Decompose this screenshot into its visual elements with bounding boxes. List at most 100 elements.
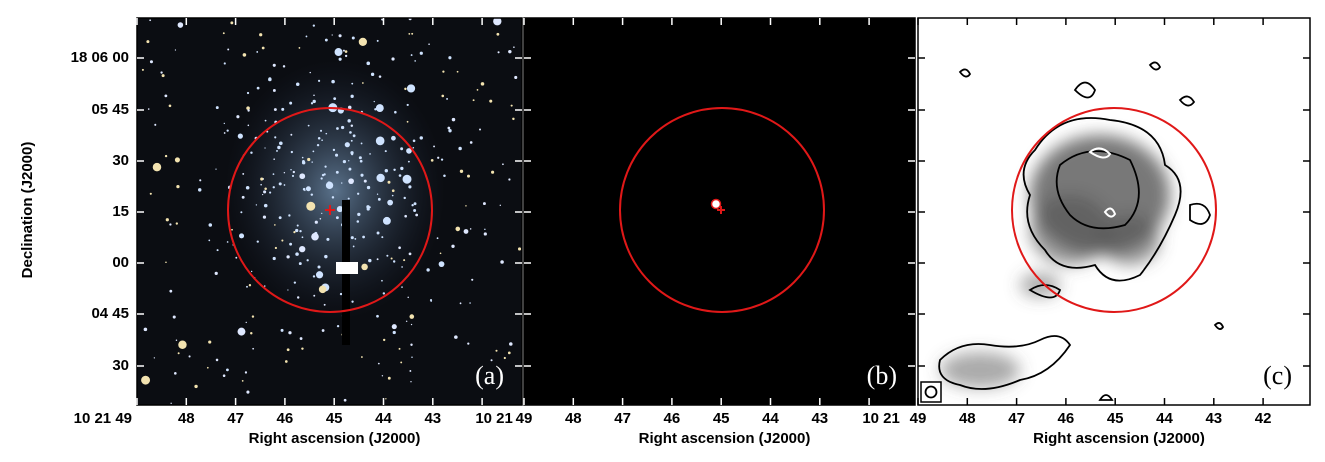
star — [509, 342, 513, 346]
star — [323, 303, 326, 306]
star — [479, 128, 482, 131]
star — [273, 108, 277, 112]
star — [410, 343, 413, 346]
star — [277, 145, 281, 150]
star — [348, 160, 350, 162]
star — [307, 124, 310, 127]
panel-label: (b) — [867, 361, 897, 390]
star — [348, 167, 352, 171]
star — [247, 124, 250, 127]
star — [419, 136, 423, 140]
x-tick-label: 47 — [614, 410, 631, 427]
x-tick-label: 10 21 — [862, 410, 900, 427]
star — [499, 204, 501, 207]
star — [350, 153, 354, 156]
star — [324, 165, 327, 168]
star — [177, 22, 184, 28]
star — [226, 241, 229, 243]
y-tick-label: 30 — [112, 152, 129, 169]
star — [349, 131, 352, 134]
star — [352, 134, 356, 138]
star — [332, 148, 336, 152]
star — [351, 82, 354, 85]
star — [282, 65, 286, 68]
star — [384, 169, 388, 173]
star — [392, 330, 396, 335]
star — [299, 173, 306, 180]
x-tick-label: 49 — [516, 410, 533, 427]
star — [411, 356, 413, 358]
star — [408, 185, 412, 189]
y-axis-title: Declination (J2000) — [19, 142, 36, 279]
star — [407, 296, 409, 299]
star — [496, 32, 500, 36]
star — [407, 160, 410, 163]
star — [361, 263, 368, 271]
star — [152, 162, 162, 172]
star — [357, 212, 361, 217]
star — [309, 71, 311, 74]
star — [250, 270, 253, 273]
star — [409, 314, 415, 319]
star — [299, 337, 303, 340]
star — [319, 217, 322, 220]
star — [206, 366, 209, 369]
star — [278, 182, 282, 186]
star — [331, 196, 335, 199]
star — [495, 349, 498, 352]
star — [400, 166, 404, 171]
star — [490, 359, 493, 362]
star — [325, 132, 328, 135]
star — [404, 214, 407, 218]
star — [272, 186, 275, 189]
star — [164, 94, 168, 98]
star — [491, 170, 495, 174]
star — [340, 125, 345, 130]
star — [406, 120, 409, 123]
star — [174, 49, 177, 51]
star — [513, 46, 515, 48]
y-tick-label: 04 45 — [91, 305, 129, 322]
star — [198, 188, 202, 192]
star — [222, 374, 226, 377]
star — [194, 384, 198, 389]
star — [291, 174, 295, 178]
star — [438, 261, 445, 268]
star — [154, 123, 157, 126]
star — [502, 163, 504, 166]
star — [302, 187, 306, 191]
star — [165, 261, 167, 264]
star — [215, 358, 219, 362]
star — [356, 220, 360, 223]
star — [290, 150, 294, 154]
star — [272, 89, 276, 92]
star — [442, 70, 445, 73]
beam-box — [920, 381, 942, 403]
star — [350, 94, 354, 98]
star — [376, 173, 385, 183]
star — [313, 94, 315, 97]
star — [245, 185, 250, 190]
star — [410, 381, 412, 383]
star — [409, 370, 412, 372]
star — [146, 40, 150, 44]
y-tick-label: 15 — [112, 203, 129, 220]
star — [377, 362, 380, 365]
star — [260, 183, 262, 186]
star — [391, 135, 396, 141]
star — [390, 257, 393, 260]
star — [301, 156, 304, 159]
star — [426, 268, 430, 272]
star — [240, 211, 243, 214]
star — [242, 53, 247, 57]
star — [283, 184, 286, 186]
panel-label: (a) — [475, 361, 504, 390]
star — [246, 285, 248, 288]
star — [410, 323, 413, 326]
star — [298, 47, 301, 49]
star — [398, 347, 401, 350]
star — [394, 110, 397, 114]
star — [381, 236, 384, 239]
star — [295, 228, 299, 233]
star — [391, 57, 395, 61]
